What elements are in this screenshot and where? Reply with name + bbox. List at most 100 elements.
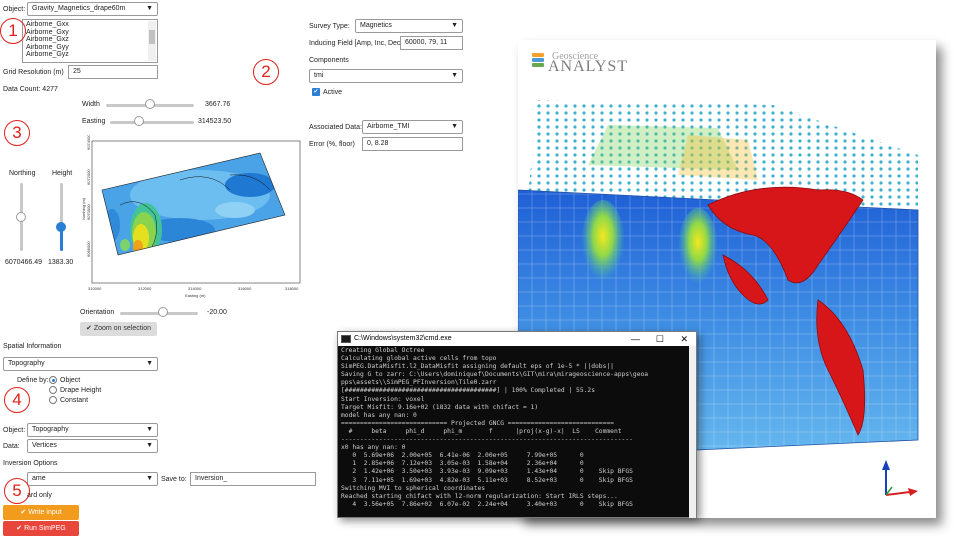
- anomaly-body: [816, 299, 866, 436]
- survey-point-cloud: [528, 100, 918, 215]
- height-slider[interactable]: [60, 183, 63, 251]
- brand-bottom: ANALYST: [548, 58, 629, 75]
- list-item[interactable]: Airborne_Gyy: [26, 43, 69, 51]
- chevron-down-icon: ▼: [146, 426, 153, 433]
- associated-data-label: Associated Data:: [309, 124, 362, 131]
- active-label: Active: [323, 89, 343, 96]
- inversion-title: Inversion Options: [3, 460, 58, 467]
- spatial-select[interactable]: Topography ▼: [3, 357, 158, 371]
- components-select[interactable]: tmi ▼: [309, 69, 463, 83]
- cmd-line: [#######################################…: [341, 387, 596, 395]
- northing-slider-handle[interactable]: [16, 212, 26, 222]
- cmd-titlebar[interactable]: C:\Windows\system32\cmd.exe — ☐ ✕: [338, 332, 696, 346]
- save-to-input[interactable]: Inversion_: [190, 472, 316, 486]
- cmd-line: # beta phi_d phi_m f |proj(x-g)-x| LS Co…: [341, 427, 622, 435]
- inducing-field-input[interactable]: 60000, 79, 11: [400, 36, 463, 50]
- height-label: Height: [52, 170, 73, 177]
- map-plot[interactable]: 6074000 6072000 6070000 6068000 Northing…: [80, 135, 305, 305]
- associated-data-select[interactable]: Airborne_TMI ▼: [362, 120, 463, 134]
- run-simpeg-button[interactable]: ✔ Run SimPEG: [3, 521, 79, 536]
- cmd-window[interactable]: C:\Windows\system32\cmd.exe — ☐ ✕ Creati…: [337, 331, 697, 518]
- object-label: Object:: [3, 6, 26, 13]
- cmd-line: Switching MVI to spherical coordinates: [341, 484, 486, 492]
- radio-drape-height[interactable]: [49, 386, 57, 394]
- object-select-value: Gravity_Magnetics_drape60m: [32, 5, 126, 12]
- height-value: 1383.30: [48, 259, 74, 266]
- brand-top: Geoscience: [552, 51, 599, 62]
- x-tick-label: 312000: [138, 286, 152, 291]
- grid-resolution-label: Grid Resolution (m): [3, 69, 64, 76]
- topo-object-select[interactable]: Topography ▼: [27, 423, 158, 437]
- height-slider-handle[interactable]: [56, 222, 66, 233]
- x-tick-label: 318000: [285, 286, 299, 291]
- marker-5: 5: [4, 478, 30, 504]
- marker-3: 3: [4, 120, 30, 146]
- radio-constant-label: Constant: [60, 397, 89, 404]
- x-tick-label: 316000: [238, 286, 252, 291]
- x-tick-label: 314000: [188, 286, 202, 291]
- anomaly-body: [722, 254, 769, 305]
- topo-data-select[interactable]: Vertices ▼: [27, 439, 158, 453]
- list-item[interactable]: Airborne_Gxz: [26, 36, 69, 43]
- components-value: tmi: [314, 72, 324, 79]
- run-simpeg-label: Run SimPEG: [24, 525, 66, 532]
- spatial-title: Spatial Information: [3, 343, 62, 350]
- cmd-line: Start Inversion: voxel: [341, 395, 425, 403]
- marker-1: 1: [0, 18, 26, 44]
- minimize-icon[interactable]: —: [631, 334, 640, 344]
- radio-constant[interactable]: [49, 396, 57, 404]
- zoom-on-selection-button[interactable]: ✔ Zoom on selection: [80, 322, 157, 336]
- chevron-down-icon: ▼: [451, 123, 458, 130]
- zoom-button-label: Zoom on selection: [93, 325, 152, 332]
- channel-list[interactable]: Airborne_Gxx Airborne_Gxy Airborne_Gxz A…: [22, 19, 158, 63]
- easting-label: Easting: [82, 118, 106, 125]
- axes-gizmo-icon: [882, 460, 918, 496]
- y-tick-label: 6072000: [86, 169, 91, 185]
- orientation-slider-handle[interactable]: [157, 307, 168, 317]
- x-tick-label: 310000: [88, 286, 102, 291]
- cmd-line: 3 7.11e+05 1.69e+03 4.82e-03 5.11e+03 8.…: [341, 476, 633, 484]
- topo-data-label: Data:: [3, 443, 20, 450]
- orientation-label: Orientation: [80, 309, 115, 316]
- close-icon[interactable]: ✕: [680, 334, 688, 344]
- width-label: Width: [82, 101, 100, 108]
- cmd-line: Target Misfit: 9.16e+02 (1832 data with …: [341, 403, 539, 411]
- spatial-select-value: Topography: [8, 360, 45, 367]
- object-select[interactable]: Gravity_Magnetics_drape60m ▼: [27, 2, 158, 16]
- list-item[interactable]: Airborne_Gxx: [26, 21, 69, 28]
- width-slider-handle[interactable]: [145, 99, 155, 109]
- survey-type-label: Survey Type:: [309, 23, 350, 30]
- cmd-scrollbar[interactable]: [689, 346, 696, 518]
- easting-value: 314523.50: [198, 118, 232, 125]
- active-checkbox[interactable]: ✔: [312, 88, 320, 96]
- y-axis-label: Northing (m): [81, 197, 86, 220]
- radio-object[interactable]: [49, 376, 57, 384]
- components-label: Components: [309, 57, 349, 64]
- scroll-thumb[interactable]: [149, 30, 155, 44]
- cmd-line: 2 1.42e+06 3.50e+03 3.93e-03 9.09e+03 1.…: [341, 468, 633, 476]
- cmd-line: ============================ Projected G…: [341, 419, 614, 427]
- survey-type-select[interactable]: Magnetics ▼: [355, 19, 463, 33]
- list-scrollbar[interactable]: [148, 21, 156, 61]
- topo-object-value: Topography: [32, 426, 69, 433]
- height-slider-fill: [60, 227, 63, 251]
- list-item[interactable]: Airborne_Gxy: [26, 28, 69, 36]
- write-input-button[interactable]: ✔ Write input: [3, 505, 79, 520]
- chevron-down-icon: ▼: [451, 22, 458, 29]
- easting-slider[interactable]: [110, 121, 194, 124]
- grid-resolution-input[interactable]: 25: [68, 65, 158, 79]
- cmd-output: Creating Global Octree Calculating global…: [338, 346, 696, 516]
- easting-slider-handle[interactable]: [134, 116, 145, 126]
- list-item[interactable]: Airborne_Gyz: [26, 51, 69, 58]
- terminal-icon: [341, 335, 351, 343]
- radio-object-label: Object: [60, 377, 81, 384]
- maximize-icon[interactable]: ☐: [655, 334, 664, 344]
- write-input-label: Write input: [28, 509, 62, 516]
- cmd-line: 1 2.85e+06 7.12e+03 3.05e-03 1.58e+04 2.…: [341, 460, 584, 468]
- error-input[interactable]: 0, 8.28: [362, 137, 463, 151]
- check-icon: ✔: [85, 325, 92, 332]
- cmd-line: Saving G to zarr: C:\Users\dominiquef\Do…: [341, 371, 649, 379]
- northing-value: 6070466.49: [5, 259, 42, 266]
- inversion-name-select[interactable]: ame ▼: [27, 472, 158, 486]
- cmd-line: model has any nan: 0: [341, 411, 417, 419]
